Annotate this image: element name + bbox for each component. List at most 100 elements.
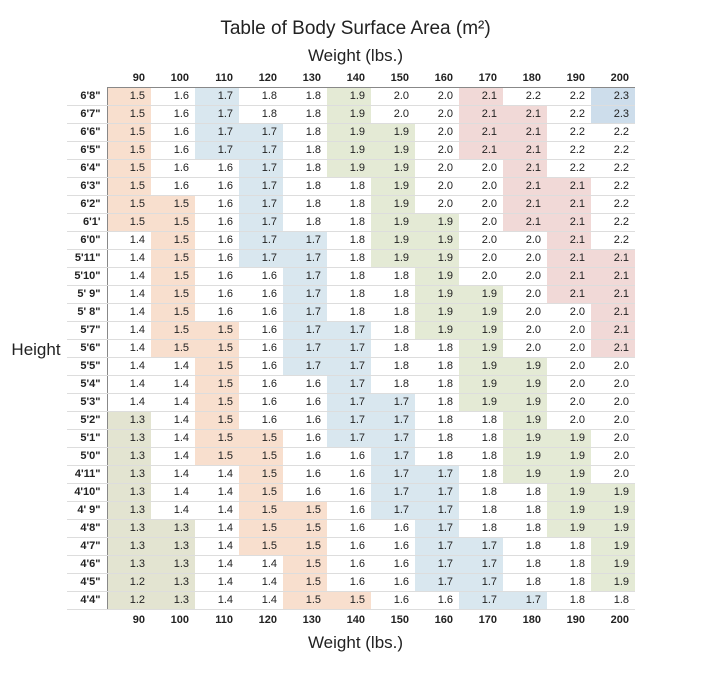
bsa-cell: 1.4 <box>195 484 239 502</box>
bsa-cell: 1.6 <box>195 304 239 322</box>
bsa-cell: 1.7 <box>239 142 283 160</box>
bsa-cell: 1.3 <box>151 520 195 538</box>
bsa-cell: 1.6 <box>371 538 415 556</box>
weight-header: 120 <box>239 610 283 630</box>
bsa-cell: 1.6 <box>195 268 239 286</box>
bsa-cell: 1.5 <box>151 232 195 250</box>
bsa-cell: 1.5 <box>195 322 239 340</box>
bsa-cell: 2.0 <box>415 88 459 106</box>
page-title: Table of Body Surface Area (m²) <box>5 18 706 40</box>
bsa-cell: 1.6 <box>239 268 283 286</box>
bsa-cell: 2.3 <box>591 106 635 124</box>
bsa-cell: 1.4 <box>107 304 151 322</box>
table-row: 4'8"1.31.31.41.51.51.61.61.71.81.81.91.9 <box>67 520 635 538</box>
bsa-cell: 1.9 <box>371 178 415 196</box>
bsa-cell: 1.3 <box>107 520 151 538</box>
bsa-cell: 1.2 <box>107 574 151 592</box>
bsa-cell: 1.5 <box>107 196 151 214</box>
bsa-cell: 1.9 <box>591 520 635 538</box>
bsa-cell: 1.9 <box>547 484 591 502</box>
bsa-cell: 2.0 <box>503 340 547 358</box>
bsa-cell: 1.7 <box>327 340 371 358</box>
bsa-cell: 1.8 <box>327 268 371 286</box>
bsa-cell: 1.7 <box>283 304 327 322</box>
height-header: 6'2" <box>67 196 107 214</box>
bsa-cell: 1.6 <box>151 142 195 160</box>
bsa-cell: 2.1 <box>591 340 635 358</box>
table-row: 5'2"1.31.41.51.61.61.71.71.81.81.92.02.0 <box>67 412 635 430</box>
bsa-cell: 1.9 <box>503 430 547 448</box>
bsa-cell: 1.9 <box>415 232 459 250</box>
height-header: 4'10" <box>67 484 107 502</box>
bsa-cell: 2.0 <box>591 430 635 448</box>
bsa-cell: 2.2 <box>591 124 635 142</box>
bsa-cell: 2.0 <box>503 304 547 322</box>
bsa-cell: 1.5 <box>107 178 151 196</box>
bsa-cell: 1.6 <box>239 340 283 358</box>
bsa-cell: 2.0 <box>503 322 547 340</box>
bsa-cell: 1.4 <box>107 340 151 358</box>
bsa-cell: 1.5 <box>151 196 195 214</box>
y-axis-label: Height <box>5 340 67 360</box>
bsa-cell: 1.9 <box>415 304 459 322</box>
bsa-cell: 1.6 <box>239 358 283 376</box>
bsa-cell: 1.9 <box>503 412 547 430</box>
bsa-cell: 2.0 <box>415 160 459 178</box>
bsa-cell: 2.0 <box>591 394 635 412</box>
bsa-cell: 1.3 <box>107 448 151 466</box>
bsa-cell: 1.4 <box>151 412 195 430</box>
height-header: 5'2" <box>67 412 107 430</box>
weight-header: 170 <box>459 610 503 630</box>
weight-header: 110 <box>195 610 239 630</box>
bsa-cell: 2.2 <box>547 106 591 124</box>
bsa-cell: 1.6 <box>239 286 283 304</box>
bsa-cell: 1.7 <box>239 160 283 178</box>
bsa-cell: 1.5 <box>151 304 195 322</box>
bsa-cell: 1.8 <box>459 412 503 430</box>
bsa-cell: 1.8 <box>503 574 547 592</box>
bsa-cell: 1.6 <box>327 574 371 592</box>
bsa-cell: 1.6 <box>327 520 371 538</box>
bsa-cell: 1.8 <box>503 502 547 520</box>
bsa-cell: 2.2 <box>591 178 635 196</box>
bsa-cell: 1.8 <box>283 160 327 178</box>
bsa-cell: 2.0 <box>591 412 635 430</box>
weight-header: 180 <box>503 70 547 88</box>
bsa-cell: 1.8 <box>327 304 371 322</box>
bsa-cell: 1.3 <box>151 538 195 556</box>
bsa-cell: 1.6 <box>371 592 415 610</box>
bsa-cell: 1.9 <box>591 556 635 574</box>
bsa-cell: 1.6 <box>195 160 239 178</box>
table-row: 5'10"1.41.51.61.61.71.81.81.92.02.02.12.… <box>67 268 635 286</box>
bsa-cell: 1.4 <box>195 556 239 574</box>
bsa-cell: 1.9 <box>415 322 459 340</box>
bsa-cell: 1.6 <box>371 520 415 538</box>
bsa-cell: 1.6 <box>327 448 371 466</box>
bsa-cell: 1.3 <box>107 430 151 448</box>
bsa-cell: 2.3 <box>591 88 635 106</box>
weight-header: 100 <box>151 610 195 630</box>
weight-header: 200 <box>591 70 635 88</box>
bsa-cell: 1.8 <box>459 448 503 466</box>
bsa-cell: 1.8 <box>283 124 327 142</box>
bsa-cell: 1.6 <box>283 412 327 430</box>
bsa-cell: 1.6 <box>195 250 239 268</box>
bsa-cell: 2.2 <box>547 88 591 106</box>
bsa-cell: 1.6 <box>239 304 283 322</box>
bsa-cell: 1.8 <box>503 556 547 574</box>
bsa-cell: 1.5 <box>151 322 195 340</box>
bsa-cell: 1.5 <box>283 592 327 610</box>
bsa-cell: 1.6 <box>151 88 195 106</box>
bsa-cell: 1.7 <box>239 250 283 268</box>
weight-header: 130 <box>283 70 327 88</box>
bsa-cell: 1.9 <box>327 106 371 124</box>
x-axis-label-bottom: Weight (lbs.) <box>5 633 706 653</box>
bsa-cell: 1.3 <box>151 556 195 574</box>
weight-header: 90 <box>107 610 151 630</box>
bsa-cell: 1.8 <box>371 322 415 340</box>
table-row: 4' 9"1.31.41.41.51.51.61.71.71.81.81.91.… <box>67 502 635 520</box>
height-header: 5' 8" <box>67 304 107 322</box>
bsa-cell: 1.4 <box>195 592 239 610</box>
bsa-cell: 1.8 <box>503 484 547 502</box>
bsa-cell: 1.8 <box>591 592 635 610</box>
